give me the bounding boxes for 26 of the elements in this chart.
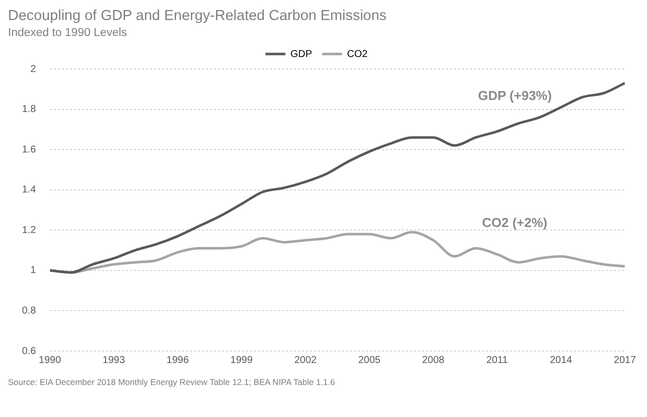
x-tick-label: 1990 xyxy=(38,354,62,366)
x-tick-label: 1996 xyxy=(166,354,190,366)
x-tick-label: 2008 xyxy=(422,354,445,366)
x-tick-label: 2011 xyxy=(486,354,508,366)
y-tick-label: 1.8 xyxy=(22,104,36,116)
y-tick-label: 0.6 xyxy=(22,346,36,357)
x-tick-label: 1993 xyxy=(102,354,126,366)
annotation: GDP (+93%) xyxy=(478,88,552,103)
annotation: CO2 (+2%) xyxy=(482,215,548,230)
y-tick-label: 1.6 xyxy=(22,144,36,156)
x-tick-label: 2005 xyxy=(358,354,381,366)
chart-subtitle: Indexed to 1990 Levels xyxy=(8,27,128,39)
x-tick-label: 2002 xyxy=(294,354,318,366)
y-tick-label: 1.2 xyxy=(22,224,36,236)
line-series xyxy=(50,82,625,274)
source-note: Source: EIA December 2018 Monthly Energy Review Table 12.1; BEA NIPA Table 1.1.6 xyxy=(8,377,336,387)
y-tick-label: 2 xyxy=(30,64,36,75)
chart-title: Decoupling of GDP and Energy-Related Carbon Emissions xyxy=(8,8,388,24)
legend-label: CO2 xyxy=(347,48,368,60)
x-tick-label: 1999 xyxy=(230,354,254,366)
y-tick-label: 0.8 xyxy=(22,305,36,316)
x-tick-label: 2014 xyxy=(550,354,573,366)
y-tick-label: 1 xyxy=(30,265,36,276)
x-tick-label: 2017 xyxy=(614,354,636,366)
legend-label: GDP xyxy=(290,48,312,60)
y-tick-label: 1.4 xyxy=(22,184,36,196)
